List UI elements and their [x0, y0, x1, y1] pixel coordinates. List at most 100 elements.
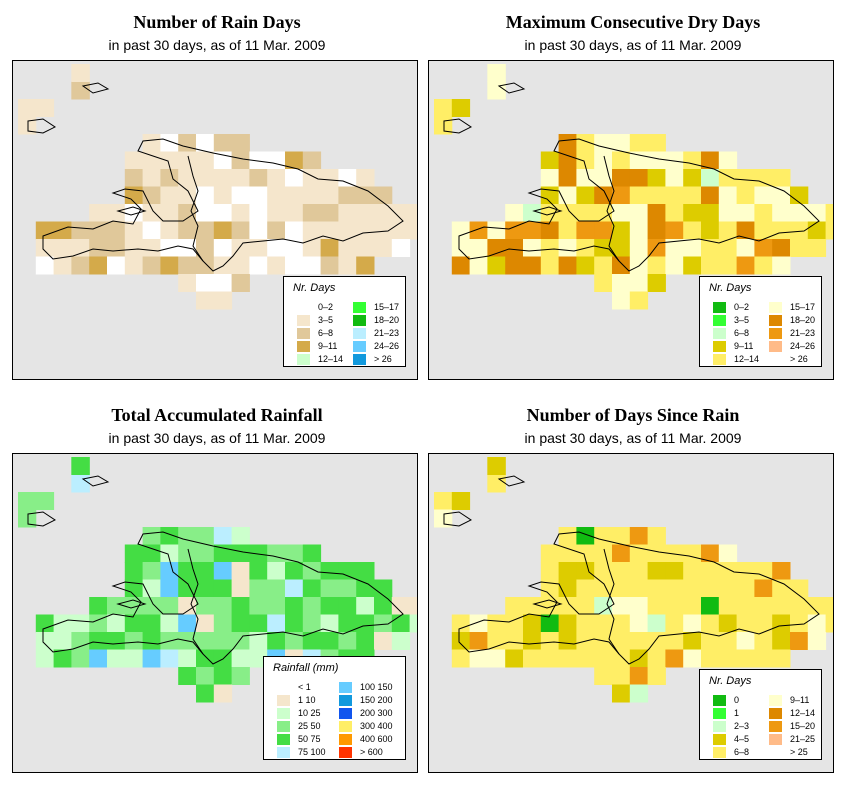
legend-swatch	[277, 682, 290, 693]
grid-cell	[285, 204, 304, 222]
grid-cell	[825, 204, 833, 222]
legend-swatch	[713, 354, 726, 365]
grid-cell	[736, 632, 755, 650]
grid-cell	[629, 632, 649, 650]
grid-cell	[558, 151, 577, 170]
grid-cell	[320, 169, 339, 187]
grid-cell	[53, 649, 72, 668]
grid-cell	[178, 597, 197, 615]
grid-cell	[196, 544, 215, 563]
coastline	[116, 599, 147, 609]
grid-cell	[302, 614, 322, 633]
grid-cell	[629, 134, 649, 152]
legend-swatch	[713, 747, 726, 758]
grid-cell	[754, 256, 773, 275]
legend-label: 300 400	[360, 721, 393, 731]
grid-cell	[302, 562, 322, 580]
grid-cell	[142, 256, 161, 275]
legend-label: 12–14	[318, 354, 344, 364]
grid-cell	[807, 239, 827, 257]
coastline	[81, 475, 110, 487]
legend-swatch	[769, 328, 782, 339]
grid-cell	[487, 81, 506, 100]
grid-cell	[231, 579, 250, 598]
grid-cell	[629, 169, 649, 187]
legend-swatch	[769, 747, 782, 758]
map-days-since-rain[interactable]: Nr. Days 0 1 2–3 4–5 6–8 9–11 12–14 15–20 21–25 >…	[428, 453, 834, 773]
legend-swatch	[353, 315, 366, 326]
grid-cell	[338, 169, 357, 187]
grid-cell	[736, 221, 755, 240]
grid-cell	[754, 632, 773, 650]
grid-cell	[124, 562, 144, 580]
grid-cell	[558, 632, 577, 650]
grid-cell	[540, 221, 560, 240]
grid-cell	[249, 597, 268, 615]
grid-cell	[647, 562, 666, 580]
grid-cell	[391, 239, 411, 257]
grid-cell	[718, 204, 738, 222]
grid-cell	[35, 256, 55, 275]
grid-cell	[142, 614, 161, 633]
map-dry-days[interactable]: Nr. Days 0–2 3–5 6–8 9–11 12–14 15–17 18–20 21–…	[428, 60, 834, 380]
grid-cell	[701, 597, 720, 615]
grid-cell	[107, 649, 126, 668]
grid-cell	[487, 649, 506, 668]
grid-cell	[160, 527, 179, 545]
legend-label: 100 150	[360, 682, 393, 692]
grid-cell	[772, 186, 791, 205]
grid-cell	[487, 239, 506, 257]
grid-cell	[772, 204, 791, 222]
grid-cell	[540, 204, 560, 222]
legend-label: < 1	[298, 682, 311, 692]
grid-cell	[160, 204, 179, 222]
grid-cell	[629, 291, 649, 310]
map-rain-days[interactable]: Nr. Days 0–2 3–5 6–8 9–11 12–14 15–17 18–20 21–…	[12, 60, 418, 380]
legend-swatch	[297, 315, 310, 326]
grid-cell	[665, 239, 684, 257]
grid-cell	[540, 239, 560, 257]
grid-cell	[612, 632, 631, 650]
grid-cell	[772, 562, 791, 580]
grid-cell	[451, 614, 471, 633]
panel-title: Number of Rain Days	[133, 12, 301, 32]
grid-cell	[160, 597, 179, 615]
grid-cell	[683, 256, 702, 275]
legend-swatch	[713, 328, 726, 339]
grid-cell	[338, 597, 357, 615]
grid-cell	[35, 649, 55, 668]
legend-label: > 600	[360, 747, 383, 757]
grid-cell	[231, 169, 250, 187]
grid-cell	[576, 186, 595, 205]
grid-cell	[267, 562, 286, 580]
grid-cell	[356, 204, 375, 222]
legend-swatch	[339, 695, 352, 706]
grid-cell	[196, 527, 215, 545]
grid-cell	[594, 151, 613, 170]
grid-cell	[142, 204, 161, 222]
grid-cell	[665, 169, 684, 187]
grid-cell	[356, 221, 375, 240]
grid-cell	[71, 239, 90, 257]
grid-cell	[231, 204, 250, 222]
grid-cell	[665, 579, 684, 598]
grid-cell	[71, 221, 90, 240]
grid-cell	[178, 667, 197, 685]
grid-cell	[451, 256, 471, 275]
grid-cell	[451, 239, 471, 257]
legend-swatch	[297, 354, 310, 365]
grid-cell	[558, 597, 577, 615]
grid-cell	[665, 204, 684, 222]
grid-cell	[540, 597, 560, 615]
grid-cell	[647, 221, 666, 240]
grid-cell	[178, 221, 197, 240]
map-total-rainfall[interactable]: Rainfall (mm) < 1 1 10 10 25 25 50 50 75 75 1…	[12, 453, 418, 773]
grid-cell	[302, 632, 322, 650]
grid-cell	[267, 151, 286, 170]
grid-cell	[391, 221, 411, 240]
grid-cell	[451, 221, 471, 240]
legend-label: 10 25	[298, 708, 321, 718]
panel-title: Number of Days Since Rain	[526, 405, 740, 425]
legend: Nr. Days 0–2 3–5 6–8 9–11 12–14 15–17 18–20 21–…	[699, 276, 822, 367]
grid-cell	[629, 239, 649, 257]
